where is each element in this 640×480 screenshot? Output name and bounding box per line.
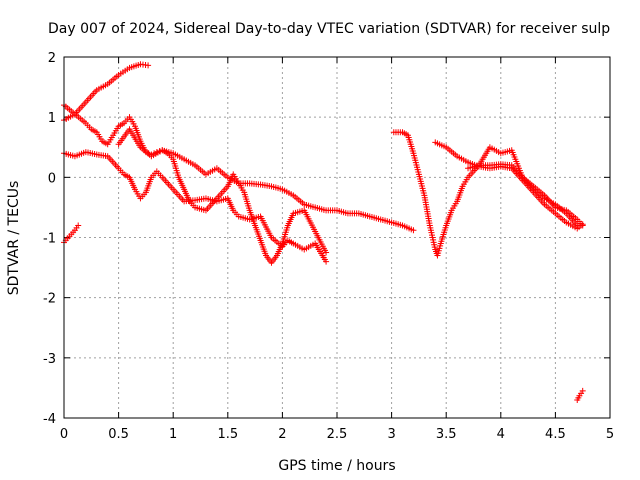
data-point-marker (75, 222, 82, 229)
data-point-marker (323, 249, 330, 256)
x-tick-label: 5 (606, 427, 614, 442)
axis-ticks: 0 0.5 1 1.5 2 2.5 3 3.5 4 4.5 5 -4 -3 -2 -1 0 1 2 (43, 51, 614, 442)
y-tick-label: 1 (48, 111, 56, 126)
data-point-marker (410, 227, 417, 234)
data-point-marker (579, 221, 586, 228)
series-arc-3 (61, 149, 330, 265)
chart-title: Day 007 of 2024, Sidereal Day-to-day VTE… (48, 21, 610, 37)
y-tick-label: -3 (43, 352, 56, 367)
series-arc-8 (465, 161, 581, 229)
x-tick-label: 1 (169, 427, 177, 442)
x-tick-label: 4.5 (545, 427, 566, 442)
x-tick-label: 0 (60, 427, 68, 442)
x-tick-label: 3 (387, 427, 395, 442)
y-tick-label: 2 (48, 51, 56, 66)
y-tick-label: -2 (43, 292, 56, 307)
y-tick-label: -4 (43, 412, 56, 427)
x-tick-label: 3.5 (436, 427, 457, 442)
data-point-marker (574, 222, 581, 229)
x-tick-label: 0.5 (108, 427, 129, 442)
series-arc-9 (574, 387, 586, 403)
y-axis-title: SDTVAR / TECUs (6, 181, 22, 296)
series-arc-4 (115, 126, 417, 234)
x-tick-label: 2.5 (327, 427, 348, 442)
x-tick-label: 2 (278, 427, 286, 442)
x-axis-title: GPS time / hours (278, 458, 395, 474)
data-series (61, 61, 586, 403)
x-tick-label: 4 (497, 427, 505, 442)
y-tick-label: 0 (48, 171, 56, 186)
data-point-marker (145, 62, 152, 69)
data-point-marker (323, 258, 330, 265)
plot-frame (63, 56, 611, 419)
grid (64, 57, 610, 418)
y-tick-label: -1 (43, 232, 56, 247)
series-arc-1 (61, 61, 152, 124)
x-tick-label: 1.5 (217, 427, 238, 442)
data-point-marker (579, 387, 586, 394)
